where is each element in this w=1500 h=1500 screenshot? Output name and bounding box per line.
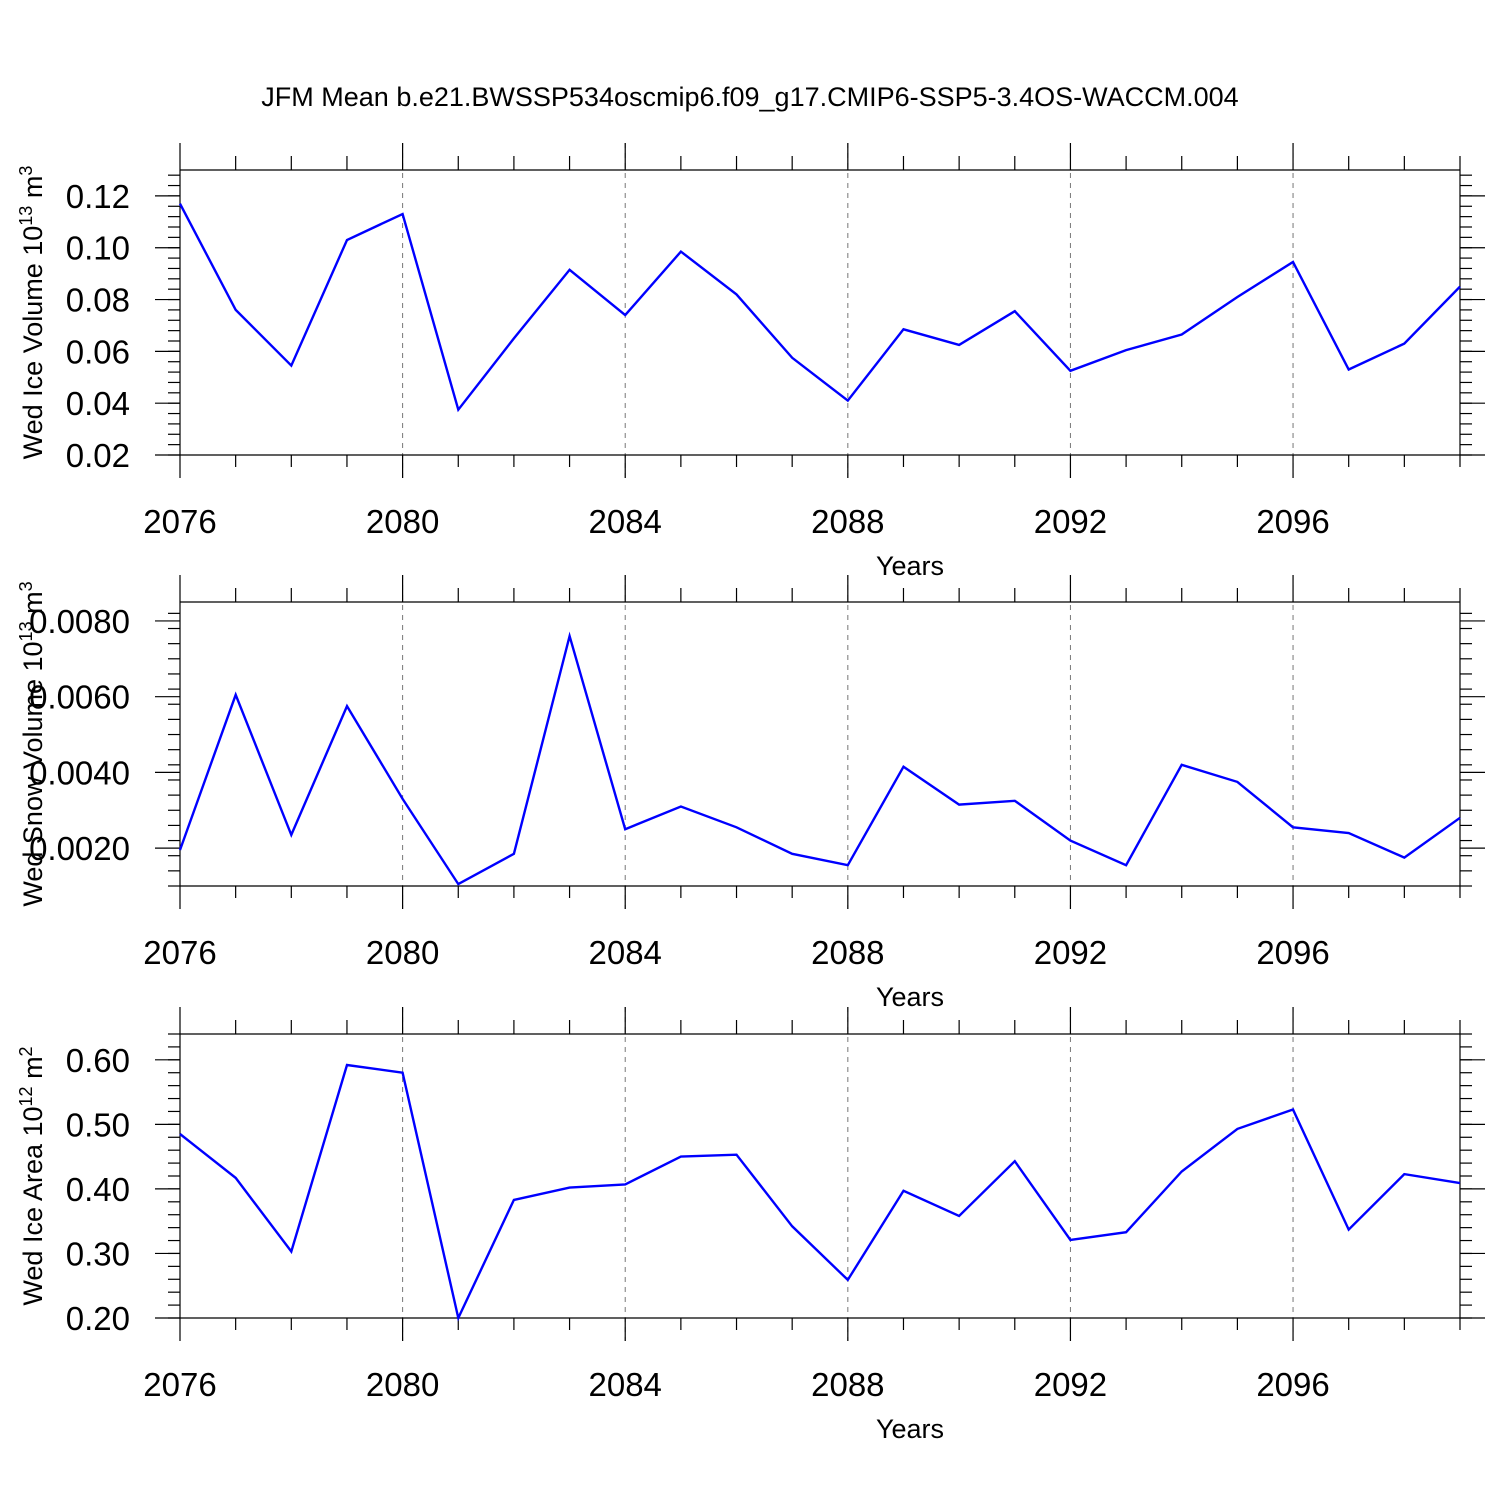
x-tick-label: 2092 [1034, 503, 1107, 540]
x-tick-label: 2080 [366, 1366, 439, 1403]
y-tick-label: 0.50 [66, 1106, 130, 1143]
x-tick-label: 2076 [143, 934, 216, 971]
y-tick-label: 0.20 [66, 1300, 130, 1337]
chart-panel-1: 2076 2080 2084 2088 2092 2096 Years 0.02 0.04 0.0… [16, 143, 1485, 581]
series-line [179, 1063, 1461, 1322]
series-line [178, 203, 1461, 413]
x-tick-label: 2096 [1256, 503, 1329, 540]
x-tick-label: 2096 [1256, 934, 1329, 971]
y-axis-title: Wed Snow Volume 1013 m3 [16, 581, 48, 906]
y-tick-label: 0.40 [66, 1171, 130, 1208]
chart-panel-3: 2076 2080 2084 2088 2092 2096 Years 0.20 0.30 0.4… [16, 1007, 1485, 1444]
y-tick-label: 0.10 [66, 230, 130, 267]
y-tick-label: 0.60 [66, 1042, 130, 1079]
x-axis-title: Years [876, 982, 944, 1012]
y-tick-label: 0.12 [66, 178, 130, 215]
y-tick-label: 0.0080 [29, 603, 130, 640]
y-tick-label: 0.0020 [29, 830, 130, 867]
x-tick-label: 2096 [1256, 1366, 1329, 1403]
x-tick-label: 2088 [811, 934, 884, 971]
x-tick-label: 2084 [589, 1366, 662, 1403]
figure-title: JFM Mean b.e21.BWSSP534oscmip6.f09_g17.C… [261, 82, 1238, 112]
y-tick-label: 0.04 [66, 385, 130, 422]
x-axis-title: Years [876, 551, 944, 581]
x-tick-label: 2080 [366, 934, 439, 971]
y-tick-label: 0.02 [66, 437, 130, 474]
y-tick-label: 0.0040 [29, 754, 130, 791]
x-tick-label: 2088 [811, 503, 884, 540]
x-tick-label: 2080 [366, 503, 439, 540]
y-axis-title: Wed Ice Area 1012 m2 [16, 1046, 48, 1305]
x-tick-label: 2092 [1034, 1366, 1107, 1403]
x-tick-label: 2084 [589, 503, 662, 540]
x-tick-label: 2076 [143, 503, 216, 540]
y-tick-label: 0.08 [66, 282, 130, 319]
y-tick-label: 0.30 [66, 1235, 130, 1272]
x-tick-label: 2092 [1034, 934, 1107, 971]
x-tick-label: 2088 [811, 1366, 884, 1403]
x-tick-label: 2084 [589, 934, 662, 971]
y-axis-title: Wed Ice Volume 1013 m3 [16, 166, 48, 460]
series-line [178, 631, 1461, 886]
y-tick-label: 0.06 [66, 333, 130, 370]
chart-panel-2: 2076 2080 2084 2088 2092 2096 Years 0.0020 0.004… [16, 575, 1485, 1012]
x-axis-title: Years [876, 1414, 944, 1444]
y-tick-label: 0.0060 [29, 679, 130, 716]
x-tick-label: 2076 [143, 1366, 216, 1403]
